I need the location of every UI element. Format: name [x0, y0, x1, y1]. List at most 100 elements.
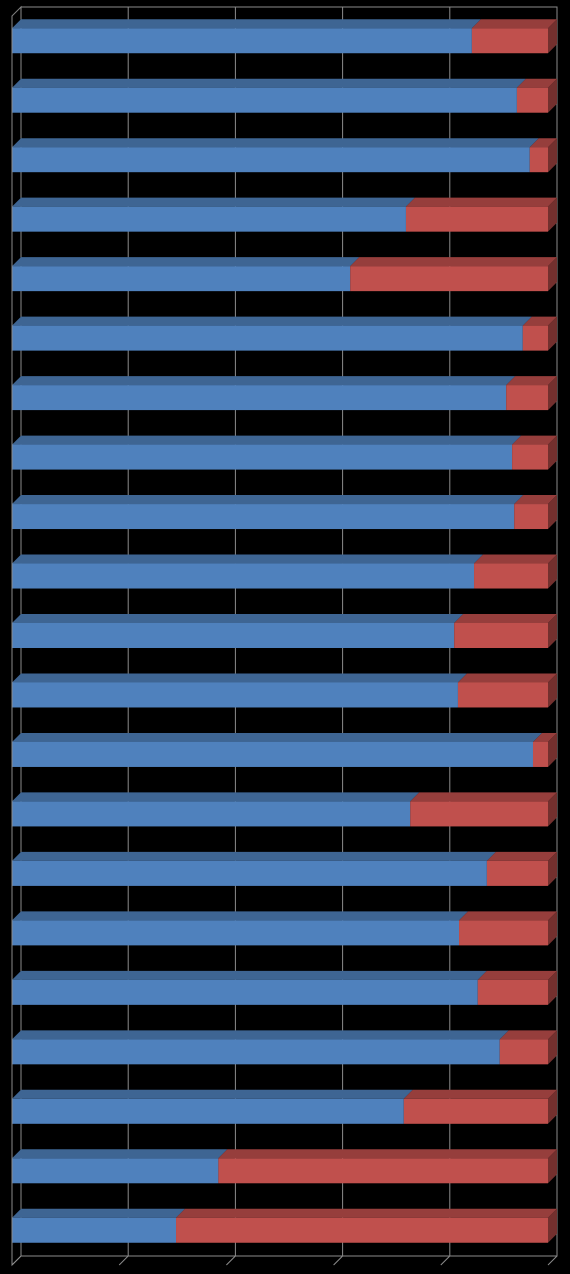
bar-top-face: [522, 316, 557, 326]
bar-segment: [12, 860, 487, 886]
bar-segment: [12, 87, 517, 113]
bar-top-face: [529, 138, 557, 148]
bar-segment: [410, 801, 548, 827]
bar-side-face: [548, 1089, 557, 1124]
bar-segment: [12, 920, 460, 946]
bar-segment: [12, 741, 533, 767]
bar-top-face: [459, 911, 557, 921]
bar-segment: [218, 1158, 549, 1184]
bar-top-face: [12, 614, 464, 623]
bar-segment: [12, 682, 458, 708]
bar-segment: [522, 325, 548, 351]
bar-side-face: [548, 19, 557, 54]
bar-segment: [12, 147, 530, 173]
bar-top-face: [12, 257, 360, 267]
bar-top-face: [486, 851, 557, 861]
bar-top-face: [350, 257, 557, 267]
bar-segment: [350, 266, 548, 292]
bar-top-face: [12, 138, 539, 148]
gridline-floor: [11, 1255, 22, 1266]
gridline-floor: [440, 1255, 451, 1266]
bar-segment: [12, 504, 515, 530]
bar-top-face: [403, 1089, 557, 1099]
bar-side-face: [548, 257, 557, 292]
bar-side-face: [548, 1030, 557, 1065]
bar-top-face: [12, 911, 469, 921]
bar-side-face: [548, 792, 557, 827]
bar-top-face: [12, 435, 522, 445]
bar-top-face: [512, 435, 557, 445]
bar-top-face: [12, 376, 516, 386]
gridline-floor: [118, 1255, 129, 1266]
bar-side-face: [548, 1208, 557, 1243]
bar-top-face: [12, 554, 484, 564]
bar-top-face: [457, 673, 557, 683]
bar-top-face: [176, 1208, 558, 1218]
bar-segment: [459, 920, 548, 946]
bar-segment: [486, 860, 548, 886]
bar-segment: [457, 682, 548, 708]
bar-top-face: [474, 554, 557, 564]
bar-side-face: [548, 1149, 557, 1184]
bar-top-face: [218, 1149, 558, 1159]
bar-top-face: [12, 1149, 228, 1159]
bar-segment: [499, 1039, 548, 1065]
bar-top-face: [532, 732, 557, 742]
bar-top-face: [12, 673, 467, 683]
bar-segment: [477, 979, 548, 1005]
gridline-floor: [333, 1255, 343, 1266]
bar-side-face: [548, 673, 557, 708]
bar-top-face: [12, 1030, 509, 1040]
bar-segment: [471, 28, 548, 54]
bar-side-face: [548, 732, 557, 767]
bar-top-face: [405, 197, 557, 207]
bar-top-face: [12, 792, 420, 802]
bar-top-face: [514, 495, 557, 505]
bar-segment: [12, 1098, 404, 1124]
bar-top-face: [506, 376, 557, 386]
bar-top-face: [471, 19, 557, 29]
bar-side-face: [548, 911, 557, 946]
bar-side-face: [548, 197, 557, 232]
bar-segment: [512, 444, 548, 470]
bar-top-face: [12, 316, 532, 326]
bar-segment: [514, 504, 548, 530]
bar-segment: [12, 444, 513, 470]
bar-side-face: [548, 614, 557, 648]
bar-segment: [454, 623, 548, 648]
bar-top-face: [12, 970, 487, 980]
bar-segment: [474, 563, 548, 589]
bar-segment: [12, 206, 406, 232]
bar-segment: [403, 1098, 548, 1124]
bar-segment: [12, 325, 523, 351]
bar-segment: [12, 979, 478, 1005]
bar-segment: [12, 385, 507, 411]
bar-segment: [506, 385, 548, 411]
bar-segment: [405, 206, 548, 232]
gridline-floor: [547, 1255, 558, 1266]
bar-segment: [532, 741, 548, 767]
bar-top-face: [12, 495, 524, 505]
bar-top-face: [12, 851, 496, 861]
bar-top-face: [12, 732, 542, 742]
bar-top-face: [499, 1030, 557, 1040]
bar-top-face: [12, 19, 481, 29]
bar-top-face: [12, 197, 415, 207]
bar-segment: [12, 801, 411, 827]
bar-side-face: [548, 376, 557, 411]
bar-segment: [516, 87, 548, 113]
gridline-floor: [226, 1255, 236, 1266]
bar-side-face: [548, 138, 557, 173]
bar-top-face: [12, 1208, 186, 1218]
bar-top-face: [12, 1089, 413, 1099]
bar-top-face: [477, 970, 557, 980]
bar-segment: [12, 563, 475, 589]
bar-top-face: [410, 792, 557, 802]
bar-segment: [12, 1039, 500, 1065]
bar-side-face: [548, 851, 557, 886]
bar-side-face: [548, 970, 557, 1005]
bar-segment: [12, 1158, 219, 1184]
bar-top-face: [12, 78, 526, 88]
bar-side-face: [548, 495, 557, 530]
